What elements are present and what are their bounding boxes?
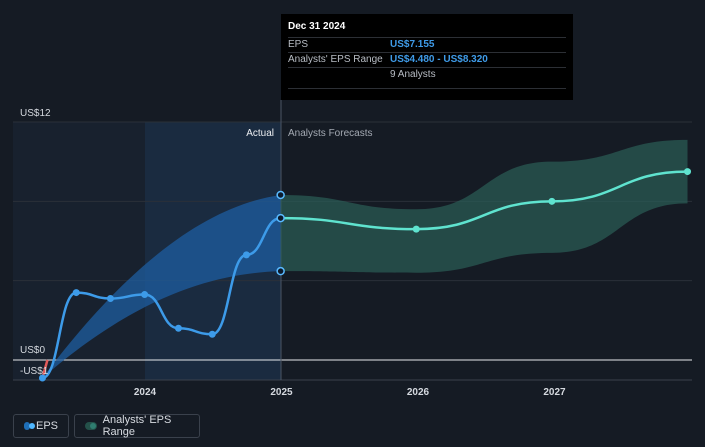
- tooltip-range-row: Analysts' EPS Range US$4.480 - US$8.320: [288, 52, 566, 67]
- tooltip-marker-point: [276, 266, 285, 276]
- y-label-bottom: -US$1: [20, 366, 49, 377]
- tooltip-marker-point: [276, 190, 285, 200]
- legend-range-button[interactable]: Analysts' EPS Range: [74, 414, 200, 438]
- eps-point: [174, 324, 182, 332]
- tooltip-eps-value: US$7.155: [390, 39, 435, 50]
- point-layer: [38, 168, 692, 382]
- x-tick-label: 2025: [270, 387, 293, 398]
- x-tick-label: 2027: [543, 387, 566, 398]
- x-tick-label: 2024: [134, 387, 157, 398]
- tooltip-range-value: US$4.480 - US$8.320: [390, 54, 488, 65]
- eps-point: [242, 251, 250, 259]
- eps-point: [72, 289, 80, 297]
- forecast-point: [412, 225, 420, 233]
- band-layer: [42, 139, 688, 378]
- actual-range-area: [42, 194, 281, 378]
- hover-tooltip: Dec 31 2024 EPS US$7.155 Analysts' EPS R…: [281, 14, 573, 100]
- tooltip-eps-row: EPS US$7.155: [288, 37, 566, 52]
- legend-eps-button[interactable]: EPS: [13, 414, 69, 438]
- x-tick-label: 2026: [407, 387, 430, 398]
- eps-point: [208, 330, 216, 338]
- eps-point: [106, 295, 114, 303]
- range-swatch-icon: [85, 422, 97, 430]
- eps-swatch-icon: [24, 422, 35, 430]
- tooltip-eps-label: EPS: [288, 39, 309, 50]
- forecast-label: Analysts Forecasts: [288, 128, 372, 139]
- forecast-point: [684, 168, 692, 176]
- forecast-point: [548, 197, 556, 205]
- eps-point: [38, 374, 46, 382]
- eps-point: [141, 291, 149, 299]
- tooltip-analysts: 9 Analysts: [390, 69, 436, 80]
- tooltip-range-label: Analysts' EPS Range: [288, 54, 383, 65]
- forecast-line: [280, 170, 688, 231]
- tooltip-analysts-row: 9 Analysts: [288, 67, 566, 82]
- actual-label: Actual: [246, 128, 274, 139]
- y-label-zero: US$0: [20, 345, 45, 356]
- label-layer: US$12 US$0 -US$1 Actual Analysts Forecasts 20…: [20, 108, 566, 398]
- y-label-top: US$12: [20, 108, 51, 119]
- legend-range-label: Analysts' EPS Range: [102, 414, 172, 438]
- forecast-range-area: [280, 139, 688, 273]
- tooltip-date: Dec 31 2024: [288, 21, 346, 32]
- legend-eps-label: EPS: [35, 420, 58, 432]
- tooltip-marker-point: [276, 213, 285, 223]
